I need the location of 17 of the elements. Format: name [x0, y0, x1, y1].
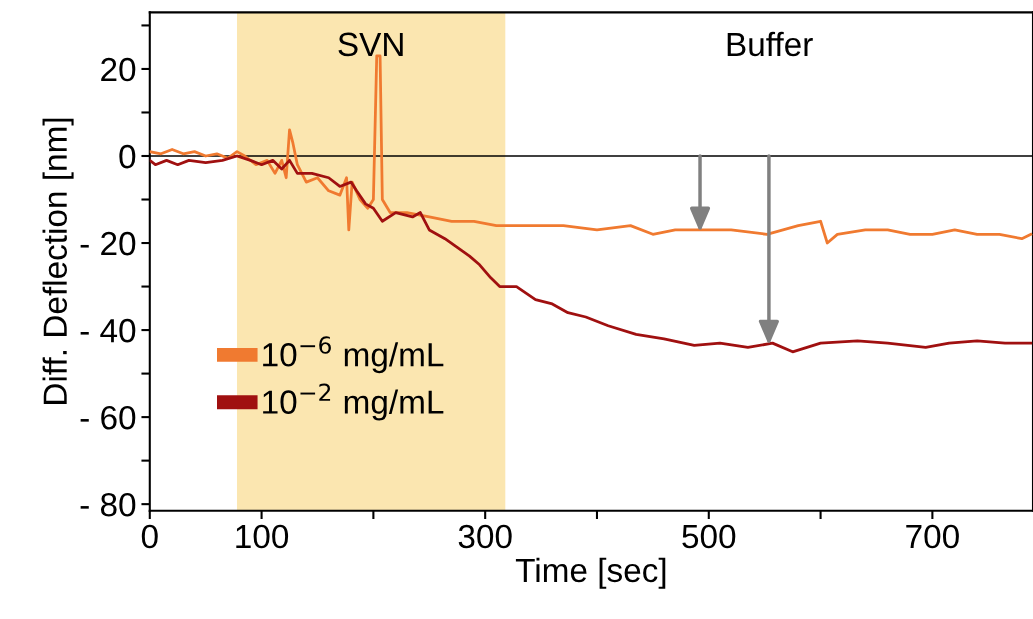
y-axis-title: Diff. Deflection [nm] [42, 118, 74, 404]
x-tick-label: 700 [906, 524, 959, 549]
y-tick-label: - 80 [80, 492, 136, 517]
y-tick-label: 0 [119, 144, 136, 169]
annotation: Buffer [727, 31, 813, 57]
x-tick-label: 300 [458, 524, 512, 549]
legend-label: 10$^{−6}$ mg/mL [263, 336, 444, 374]
x-axis-title: Time [sec] [515, 557, 666, 589]
legend-label: 10$^{−2}$ mg/mL [263, 383, 444, 421]
y-tick-label: 20 [101, 57, 136, 82]
y-tick-label: - 20 [80, 231, 136, 256]
x-tick-label: 100 [236, 524, 289, 549]
y-tick-label: - 60 [80, 405, 136, 430]
x-tick-label: 500 [682, 524, 736, 549]
x-tick-label: 0 [141, 524, 158, 549]
band-label: SVN [338, 32, 403, 57]
y-tick-label: - 40 [80, 318, 136, 343]
